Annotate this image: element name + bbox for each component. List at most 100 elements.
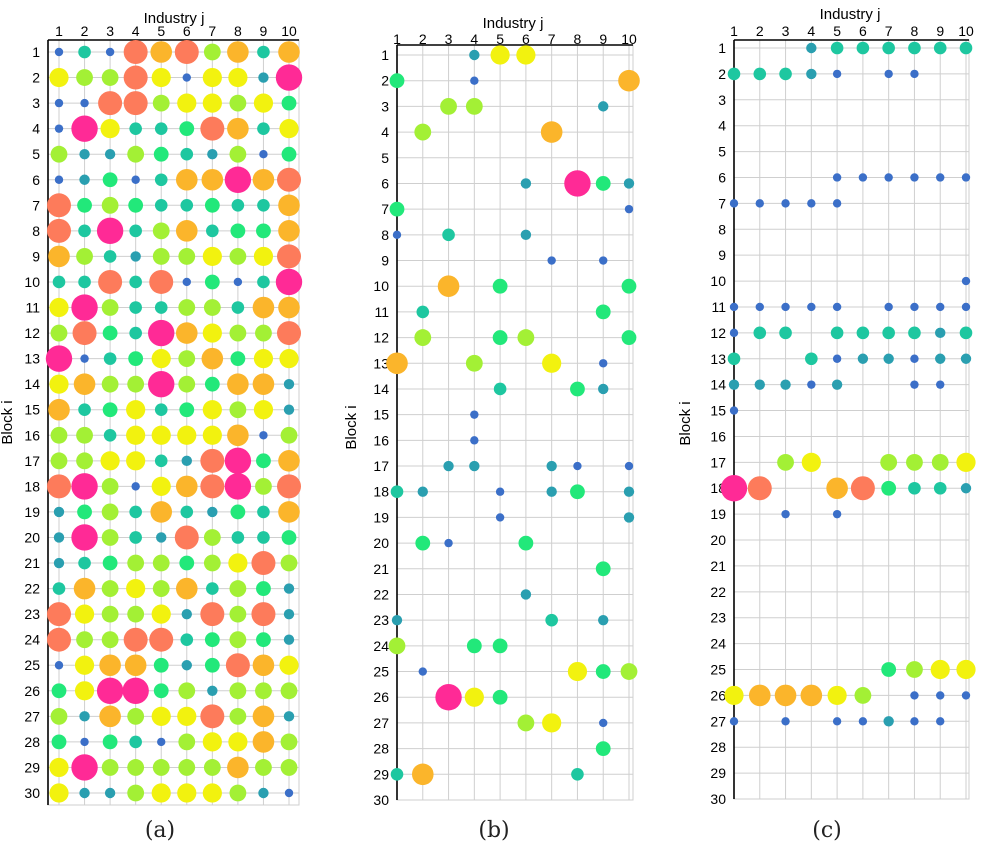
y-tick-label: 1 (32, 44, 40, 60)
y-tick-label: 17 (710, 454, 726, 470)
bubble-point (826, 477, 848, 500)
bubble-point (175, 475, 198, 498)
bubble-point (76, 452, 93, 470)
bubble-point (411, 763, 434, 786)
y-tick-label: 25 (373, 664, 389, 680)
x-tick-label: 8 (234, 23, 242, 39)
bubble-point (257, 275, 270, 289)
y-tick-label: 19 (373, 509, 389, 525)
bubble-point (49, 67, 69, 88)
bubble-point (178, 759, 196, 776)
bubble-point (152, 759, 170, 776)
bubble-point (416, 305, 430, 319)
bubble-point (231, 531, 245, 544)
bubble-point (72, 321, 97, 346)
bubble-point (177, 783, 197, 803)
bubble-point (910, 69, 919, 79)
bubble-point (910, 380, 919, 389)
x-tick-label: 8 (911, 23, 919, 39)
bubble-point (207, 685, 218, 696)
bubble-point (101, 477, 119, 495)
bubble-point (466, 638, 482, 654)
caption-b: (b) (478, 818, 510, 843)
bubble-series (386, 45, 640, 786)
bubble-point (281, 146, 297, 162)
bubble-point (148, 319, 175, 347)
bubble-point (229, 707, 247, 725)
bubble-series (720, 41, 976, 727)
bubble-point (229, 631, 247, 649)
bubble-point (801, 452, 821, 472)
y-tick-label: 12 (710, 325, 726, 341)
bubble-point (908, 41, 921, 55)
bubble-point (126, 400, 146, 420)
y-tick-label: 23 (710, 610, 726, 626)
bubble-point (623, 178, 635, 189)
bubble-point (154, 199, 168, 212)
bubble-point (517, 714, 535, 732)
bubble-point (123, 91, 148, 116)
bubble-point (202, 323, 222, 343)
bubble-point (753, 67, 767, 81)
y-tick-label: 25 (24, 657, 40, 673)
bubble-point (781, 509, 790, 519)
bubble-point (175, 220, 198, 242)
bubble-point (157, 737, 166, 747)
bubble-point (101, 580, 119, 597)
bubble-point (50, 324, 68, 342)
bubble-series (45, 40, 303, 803)
bubble-point (281, 530, 297, 545)
bubble-point (856, 326, 870, 340)
bubble-point (229, 94, 247, 112)
bubble-point (230, 351, 246, 367)
bubble-point (414, 329, 432, 346)
bubble-point (151, 706, 171, 726)
bubble-point (935, 327, 946, 339)
bubble-point (961, 173, 971, 182)
bubble-point (779, 67, 792, 81)
bubble-point (807, 380, 816, 389)
bubble-point (881, 480, 897, 496)
bubble-point (883, 353, 894, 364)
bubble-point (180, 505, 194, 519)
bubble-point (73, 577, 96, 600)
bubble-point (781, 717, 790, 726)
y-tick-label: 10 (710, 273, 726, 289)
bubble-point (206, 582, 219, 595)
bubble-point (520, 178, 532, 189)
bubble-point (469, 460, 480, 472)
y-tick-label: 21 (373, 561, 389, 577)
bubble-point (104, 787, 116, 799)
bubble-point (257, 122, 270, 135)
y-tick-label: 16 (373, 432, 389, 448)
y-tick-label: 10 (24, 274, 40, 290)
bubble-point (832, 509, 842, 519)
bubble-point (204, 274, 220, 290)
bubble-point (443, 460, 454, 472)
bubble-point (178, 248, 196, 265)
bubble-point (150, 501, 173, 523)
bubble-point (202, 400, 222, 420)
bubble-point (151, 425, 171, 445)
bubble-point (52, 275, 66, 289)
bubble-point (279, 119, 299, 139)
y-tick-label: 30 (24, 785, 40, 801)
bubble-point (278, 194, 300, 217)
bubble-point (598, 614, 609, 626)
bubble-point (149, 627, 174, 652)
bubble-point (598, 101, 609, 112)
bubble-point (74, 604, 95, 624)
y-tick-label: 15 (373, 407, 389, 423)
bubble-point (49, 757, 69, 778)
bubble-point (469, 49, 480, 61)
bubble-point (258, 72, 269, 83)
bubble-point (48, 245, 70, 268)
bubble-point (202, 425, 222, 445)
x-tick-label: 9 (260, 23, 268, 39)
bubble-point (71, 115, 98, 142)
bubble-point (71, 524, 98, 551)
bubble-point (490, 45, 510, 65)
bubble-point (49, 297, 69, 318)
y-tick-label: 3 (32, 95, 40, 111)
